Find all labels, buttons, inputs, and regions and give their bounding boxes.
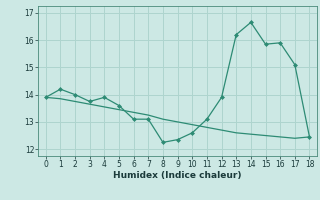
X-axis label: Humidex (Indice chaleur): Humidex (Indice chaleur) — [113, 171, 242, 180]
